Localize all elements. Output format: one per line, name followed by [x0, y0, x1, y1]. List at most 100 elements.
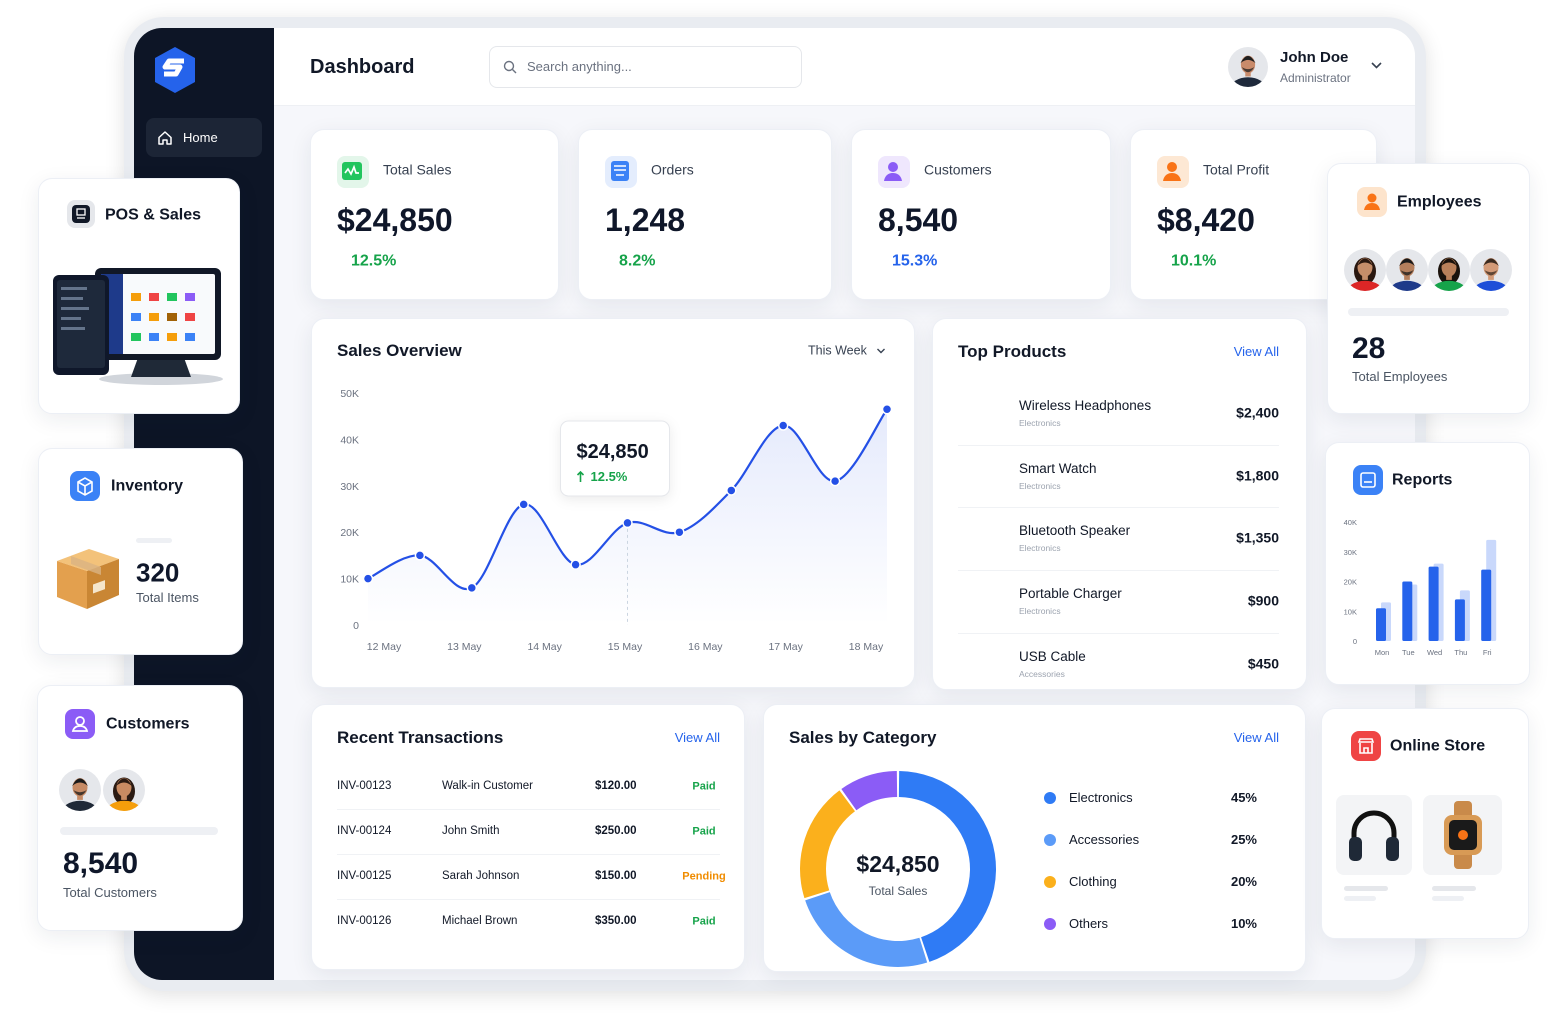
avatar-group	[1344, 249, 1386, 291]
box-illustration	[57, 549, 119, 609]
stat-change: 12.5%	[351, 252, 397, 270]
donut-segment	[800, 790, 855, 899]
point	[570, 559, 581, 570]
customers-value: 8,540	[63, 847, 139, 880]
icon-shape	[72, 205, 90, 223]
online-store-card[interactable]: Online Store	[1321, 708, 1529, 939]
view-all-link[interactable]: View All	[1233, 344, 1279, 360]
icon-shape	[61, 327, 85, 330]
point	[414, 550, 426, 561]
reports-glyph	[1360, 472, 1376, 488]
placeholder-bar	[136, 538, 172, 543]
user-menu-chevron[interactable]	[1370, 61, 1383, 70]
icon-shape	[1386, 837, 1399, 861]
x-tick-label: 17 May	[768, 641, 803, 653]
invoice-id: INV-00126	[337, 915, 392, 928]
icon-shape	[1367, 193, 1377, 203]
point	[362, 573, 374, 584]
customers-card[interactable]: Customers 8,540 Total Customers	[37, 685, 243, 931]
employees-card[interactable]: Employees 28 Total Employees	[1327, 163, 1530, 414]
icon-shape	[614, 165, 626, 176]
search-box[interactable]: Search anything...	[489, 46, 802, 88]
hair	[116, 778, 132, 787]
logo	[155, 47, 195, 93]
icon-shape	[71, 725, 89, 732]
reports-icon	[1353, 465, 1383, 495]
pos-card[interactable]: POS & Sales	[38, 178, 240, 414]
period-select[interactable]: This Week	[808, 343, 867, 358]
product-price: $1,350	[1236, 529, 1279, 546]
hair	[72, 778, 88, 787]
period-chevron[interactable]	[876, 347, 886, 355]
sales-chart: 0 10K 20K 30K 40K 50K 12 May 13 May 14 May 15 May…	[340, 388, 893, 653]
stat-label: Total Profit	[1203, 161, 1270, 178]
card-title: Top Products	[958, 341, 1067, 361]
tooltip	[560, 420, 670, 497]
stat-value: $8,420	[1157, 201, 1255, 238]
hair	[1441, 258, 1457, 267]
icon-shape	[342, 162, 362, 180]
customer-name: Sarah Johnson	[442, 870, 520, 883]
employee-avatar	[1386, 249, 1428, 291]
transactions-card: Recent Transactions View All INV-00123 Wa…	[311, 704, 745, 970]
icon-shape	[149, 293, 159, 301]
icon-shape	[131, 333, 141, 341]
icon-shape	[185, 333, 195, 341]
customer-avatar	[59, 769, 101, 811]
legend-value: 20%	[1230, 874, 1257, 890]
bar	[1376, 608, 1386, 641]
icon-shape	[344, 164, 359, 176]
y-tick-label: 40K	[1344, 518, 1357, 527]
store-glyph	[1357, 738, 1375, 754]
icon-shape	[77, 477, 93, 496]
card-title: Sales Overview	[337, 340, 462, 360]
icon-shape	[131, 355, 191, 377]
icon-shape	[71, 556, 101, 575]
placeholder-bar	[60, 827, 218, 835]
icon-shape	[57, 549, 119, 571]
customers-label: Total Customers	[63, 885, 157, 901]
legend-label: Electronics	[1069, 790, 1133, 806]
divider	[958, 444, 1279, 446]
avatar-group	[59, 769, 101, 811]
icon-shape	[155, 47, 195, 93]
icon-shape	[1432, 896, 1464, 901]
customer-name: John Smith	[442, 825, 500, 838]
reports-card[interactable]: Reports 0 10K 20K 30K 40K Mon Tue Wed Thu Fri	[1325, 442, 1530, 685]
amount: $250.00	[595, 825, 637, 838]
employees-icon	[1357, 187, 1387, 217]
inventory-card[interactable]: Inventory 320 Total Items	[38, 448, 243, 655]
y-tick-label: 20K	[1344, 578, 1357, 587]
employees-value: 28	[1352, 332, 1386, 365]
card-title: Employees	[1397, 193, 1482, 211]
icon-shape	[76, 208, 86, 216]
nav-label: Home	[183, 130, 218, 146]
user-avatar[interactable]	[1227, 46, 1269, 88]
inventory-label: Total Items	[136, 590, 199, 606]
product-name: USB Cable	[1019, 648, 1086, 664]
shirt	[105, 800, 143, 811]
invoice-id: INV-00123	[337, 780, 392, 793]
nav-home[interactable]: Home	[146, 118, 262, 157]
x-tick-label: 13 May	[447, 641, 482, 653]
icon-shape	[61, 307, 89, 310]
product-category: Electronics	[1019, 480, 1061, 491]
stat-value: $24,850	[337, 201, 453, 238]
stat-icon	[878, 156, 910, 188]
employee-avatar	[1344, 249, 1386, 291]
y-tick-label: 40K	[340, 434, 359, 446]
avatar-group	[1428, 249, 1470, 291]
icon-shape	[1371, 62, 1382, 69]
icon-shape	[1344, 886, 1388, 891]
icon-shape	[149, 313, 159, 321]
view-all-link[interactable]: View All	[1233, 730, 1279, 746]
x-tick-label: 14 May	[527, 641, 562, 653]
donut-center-label: Total Sales	[868, 883, 928, 898]
point	[518, 499, 529, 510]
customers-icon	[65, 709, 95, 739]
donut-center-value: $24,850	[856, 851, 940, 878]
icon-shape	[611, 161, 629, 181]
view-all-link[interactable]: View All	[674, 730, 720, 746]
donut-chart	[800, 771, 996, 967]
x-tick-label: 12 May	[367, 641, 402, 653]
